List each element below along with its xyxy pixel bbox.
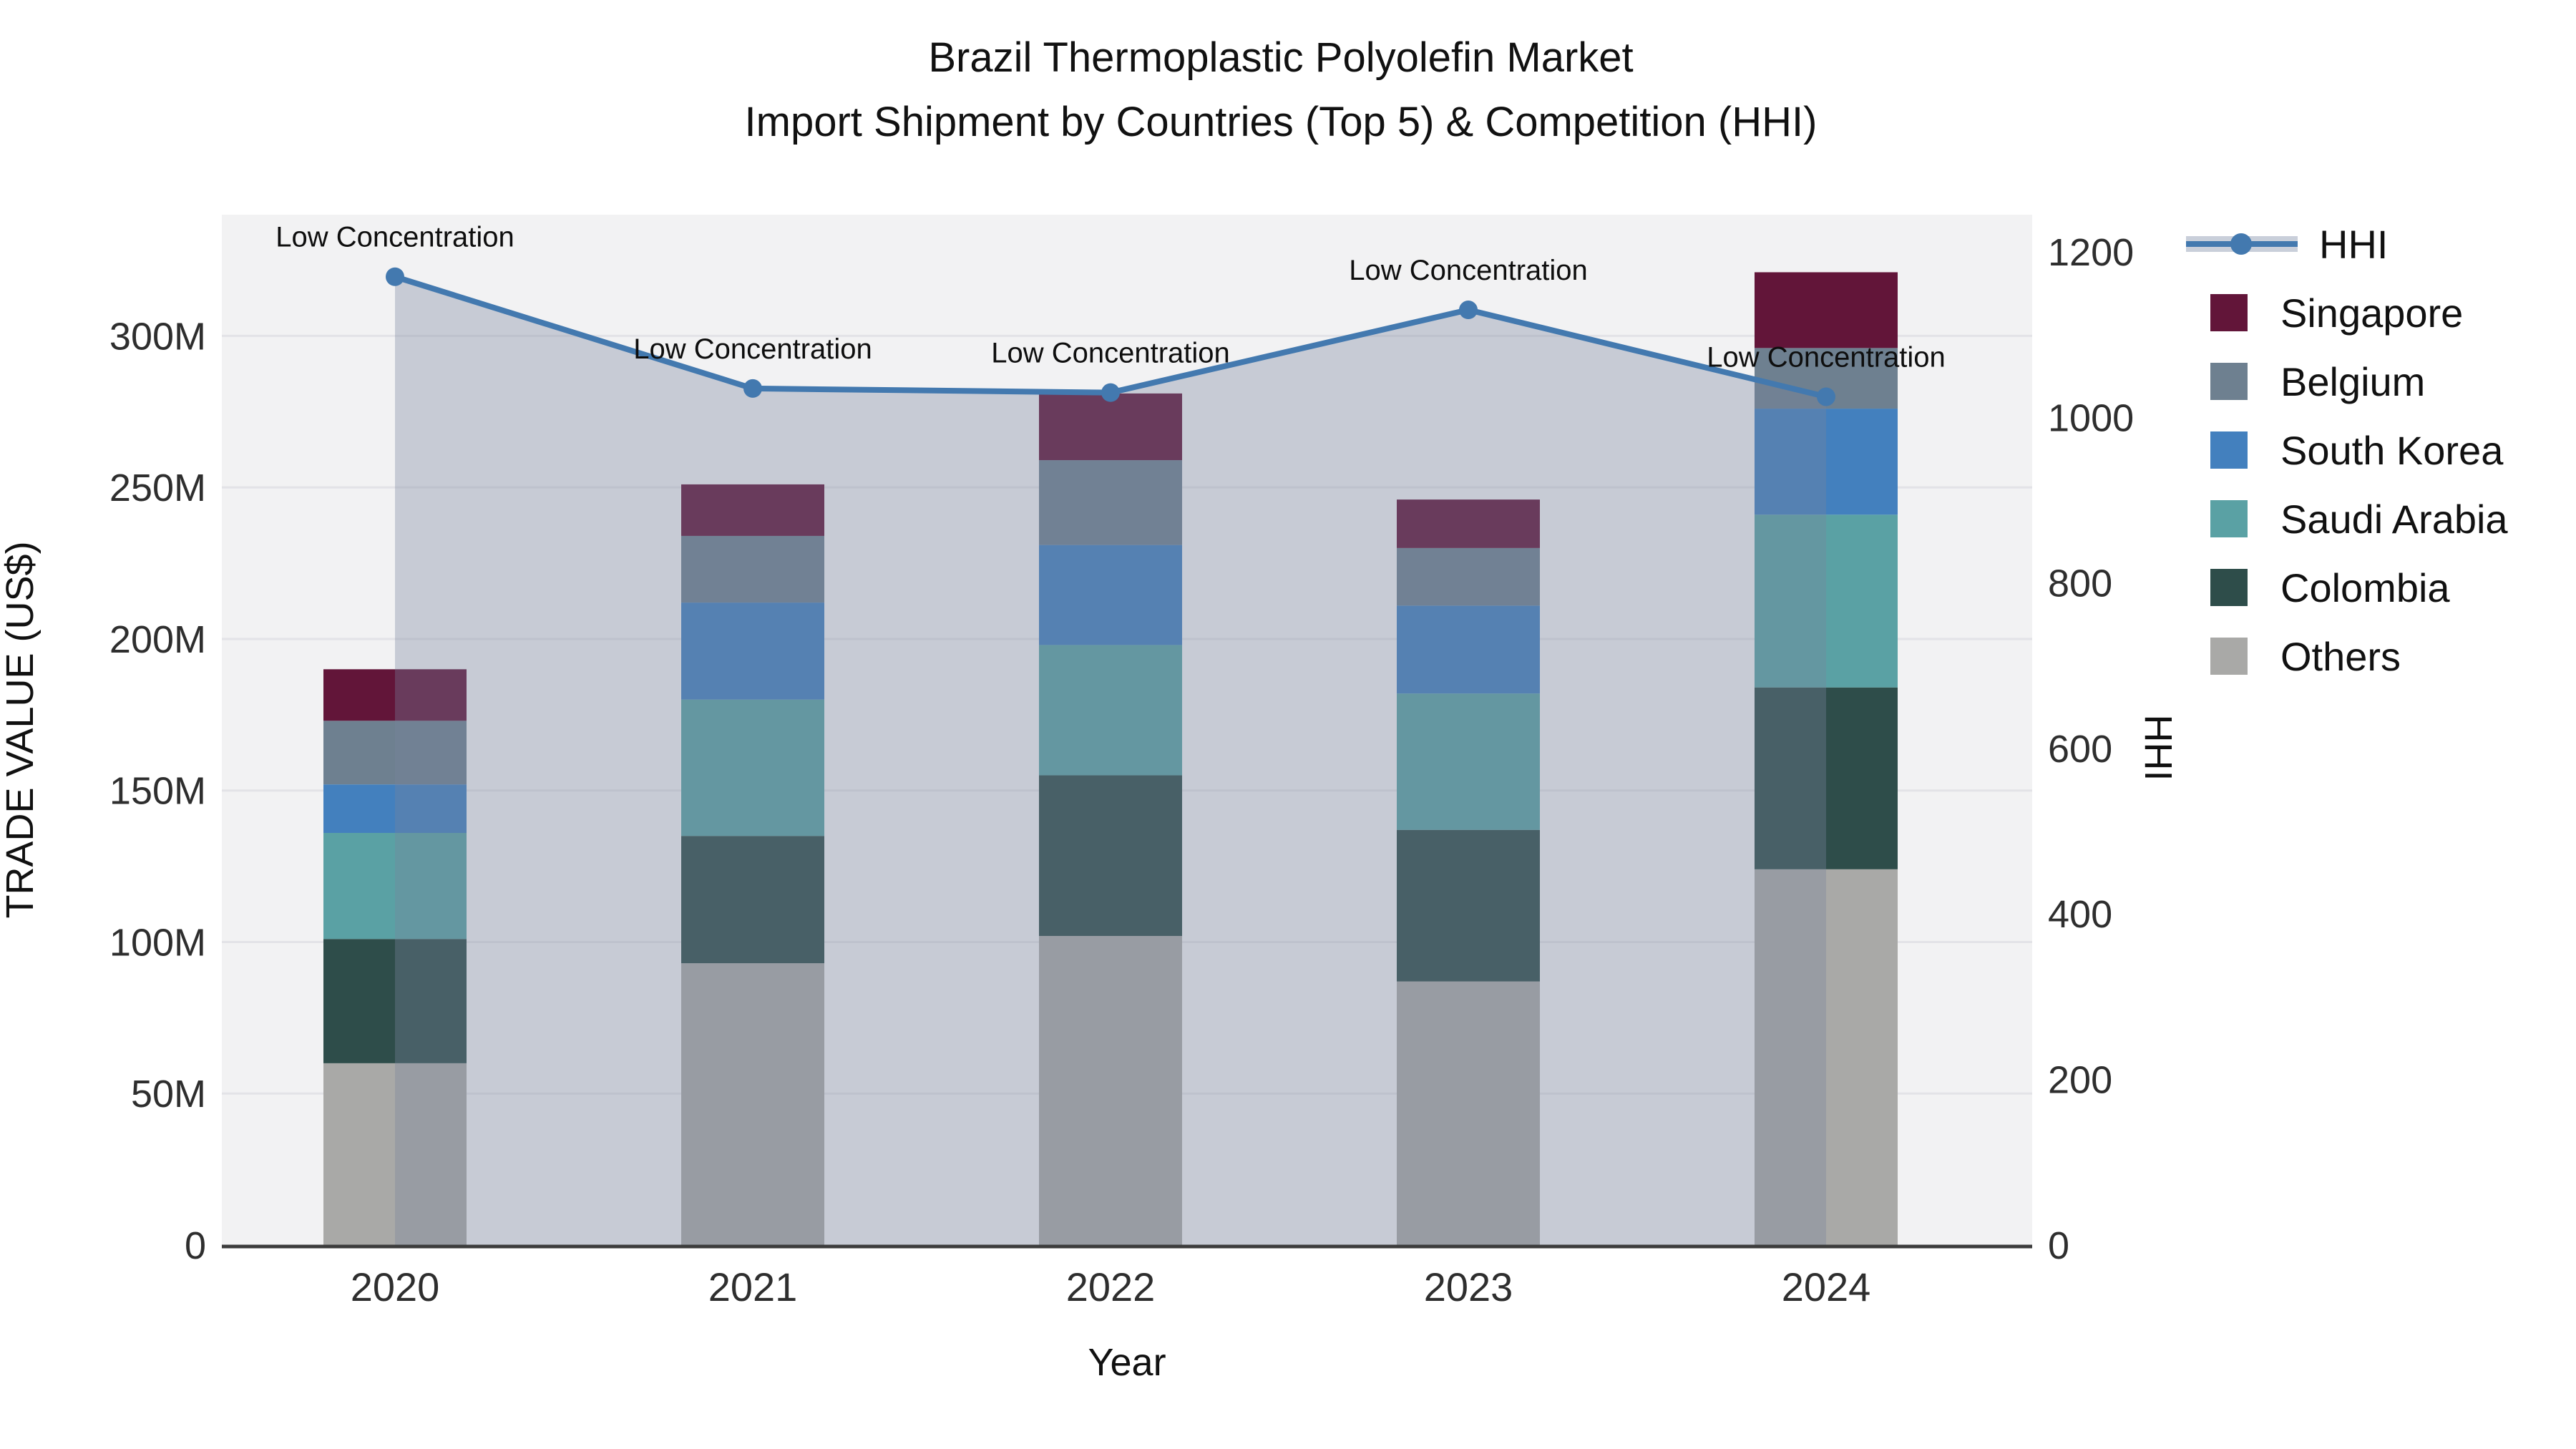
legend-item-singapore[interactable]: Singapore: [2186, 290, 2508, 336]
annotation-low-concentration-2023: Low Concentration: [1349, 255, 1588, 286]
legend-label-saudi-arabia: Saudi Arabia: [2280, 496, 2508, 542]
bar-segment-colombia-2022[interactable]: [1039, 775, 1182, 936]
right-axis-tick-1200: 1200: [2048, 231, 2134, 274]
x-axis-tick-2022: 2022: [1066, 1264, 1156, 1309]
left-axis-tick-0: 0: [185, 1224, 206, 1267]
bar-segment-others-2021[interactable]: [681, 963, 824, 1245]
chart-title-line1: Brazil Thermoplastic Polyolefin Market: [928, 34, 1634, 81]
annotation-low-concentration-2021: Low Concentration: [633, 333, 872, 365]
bar-segment-others-2020[interactable]: [323, 1063, 467, 1245]
hhi-area-fill: [395, 276, 1826, 1246]
bar-segment-saudi-arabia-2023[interactable]: [1397, 693, 1540, 830]
right-axis-tick-0: 0: [2048, 1224, 2069, 1267]
bar-segment-south-korea-2023[interactable]: [1397, 605, 1540, 694]
chart-title: Brazil Thermoplastic Polyolefin Market I…: [0, 37, 2562, 143]
x-axis-tick-2023: 2023: [1424, 1264, 1513, 1309]
legend-item-south-korea[interactable]: South Korea: [2186, 427, 2508, 473]
legend-swatch-saudi-arabia: [2210, 500, 2248, 537]
x-axis-tick-2024: 2024: [1782, 1264, 1871, 1309]
hhi-marker-2021[interactable]: [743, 379, 762, 398]
annotation-low-concentration-2024: Low Concentration: [1707, 341, 1946, 373]
bar-segment-singapore-2024[interactable]: [1755, 272, 1898, 348]
legend-label-others: Others: [2280, 633, 2401, 679]
right-axis-tick-400: 400: [2048, 893, 2112, 936]
left-axis-tick-50M: 50M: [131, 1073, 206, 1116]
bar-segment-south-korea-2020[interactable]: [323, 784, 467, 833]
legend-swatch-colombia: [2210, 569, 2248, 606]
annotation-low-concentration-2020: Low Concentration: [275, 222, 514, 253]
bar-segment-belgium-2022[interactable]: [1039, 460, 1182, 545]
hhi-marker-2023[interactable]: [1459, 301, 1478, 320]
bar-segment-others-2022[interactable]: [1039, 936, 1182, 1245]
bar-segment-colombia-2023[interactable]: [1397, 829, 1540, 982]
legend-swatch-belgium: [2210, 363, 2248, 400]
x-axis-title: Year: [1088, 1341, 1166, 1384]
bar-segment-south-korea-2021[interactable]: [681, 602, 824, 700]
left-axis-tick-250M: 250M: [109, 467, 206, 509]
bar-segment-saudi-arabia-2022[interactable]: [1039, 645, 1182, 776]
bar-segment-singapore-2021[interactable]: [681, 484, 824, 536]
right-axis-tick-800: 800: [2048, 562, 2112, 605]
legend: HHI Singapore Belgium South Korea Saudi Arab…: [2186, 221, 2508, 679]
left-axis-tick-300M: 300M: [109, 315, 206, 358]
bar-segment-belgium-2023[interactable]: [1397, 547, 1540, 606]
legend-swatch-south-korea: [2210, 431, 2248, 469]
left-axis-title: TRADE VALUE (US$): [0, 541, 42, 918]
bar-segment-belgium-2021[interactable]: [681, 535, 824, 603]
annotation-low-concentration-2022: Low Concentration: [991, 338, 1230, 369]
legend-item-colombia[interactable]: Colombia: [2186, 565, 2508, 610]
bar-segment-saudi-arabia-2021[interactable]: [681, 699, 824, 836]
legend-label-colombia: Colombia: [2280, 565, 2450, 610]
bar-segment-south-korea-2022[interactable]: [1039, 545, 1182, 645]
hhi-marker-2020[interactable]: [386, 267, 404, 286]
legend-label-south-korea: South Korea: [2280, 427, 2504, 473]
left-axis-tick-150M: 150M: [109, 770, 206, 813]
bar-segment-saudi-arabia-2024[interactable]: [1755, 514, 1898, 688]
left-axis-tick-100M: 100M: [109, 921, 206, 964]
x-axis-tick-2020: 2020: [351, 1264, 440, 1309]
bar-segment-colombia-2020[interactable]: [323, 939, 467, 1063]
legend-label-hhi: HHI: [2319, 221, 2389, 267]
bar-segment-colombia-2021[interactable]: [681, 836, 824, 964]
x-axis-tick-2021: 2021: [708, 1264, 798, 1309]
legend-item-belgium[interactable]: Belgium: [2186, 359, 2508, 404]
right-axis-tick-600: 600: [2048, 728, 2112, 771]
bar-segment-belgium-2020[interactable]: [323, 721, 467, 785]
legend-item-others[interactable]: Others: [2186, 633, 2508, 679]
bar-segment-others-2024[interactable]: [1755, 869, 1898, 1245]
legend-label-singapore: Singapore: [2280, 290, 2464, 336]
legend-swatch-others: [2210, 638, 2248, 675]
bar-segment-south-korea-2024[interactable]: [1755, 409, 1898, 515]
bar-segment-others-2023[interactable]: [1397, 981, 1540, 1245]
right-axis-title: HHI: [2137, 715, 2180, 781]
bar-segment-saudi-arabia-2020[interactable]: [323, 833, 467, 940]
right-axis-tick-200: 200: [2048, 1059, 2112, 1102]
legend-swatch-singapore: [2210, 294, 2248, 331]
bar-segment-singapore-2020[interactable]: [323, 669, 467, 721]
bar-segment-colombia-2024[interactable]: [1755, 687, 1898, 869]
legend-item-saudi-arabia[interactable]: Saudi Arabia: [2186, 496, 2508, 542]
hhi-line-sample-icon: [2186, 224, 2298, 264]
left-axis-tick-200M: 200M: [109, 618, 206, 661]
right-axis-tick-1000: 1000: [2048, 396, 2134, 439]
legend-item-hhi[interactable]: HHI: [2186, 221, 2508, 267]
bar-segment-singapore-2022[interactable]: [1039, 393, 1182, 461]
hhi-marker-2022[interactable]: [1101, 383, 1120, 402]
bar-segment-singapore-2023[interactable]: [1397, 499, 1540, 548]
legend-label-belgium: Belgium: [2280, 358, 2426, 404]
chart-title-line2: Import Shipment by Countries (Top 5) & C…: [744, 99, 1818, 145]
hhi-marker-2024[interactable]: [1817, 387, 1835, 406]
